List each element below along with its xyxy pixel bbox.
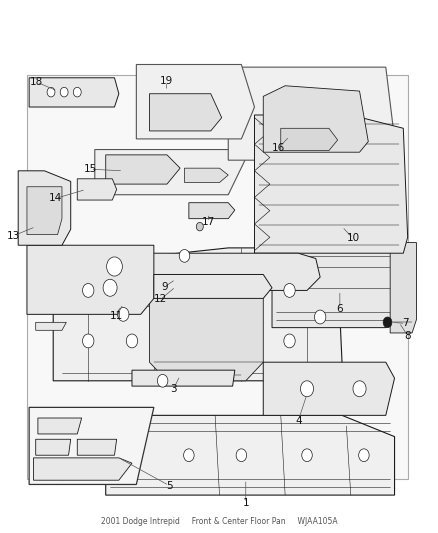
Polygon shape — [184, 168, 228, 182]
Text: 8: 8 — [403, 330, 410, 341]
Circle shape — [103, 279, 117, 296]
Polygon shape — [136, 64, 254, 139]
Polygon shape — [38, 418, 81, 434]
Text: 9: 9 — [161, 282, 168, 292]
Polygon shape — [18, 171, 71, 245]
Polygon shape — [188, 203, 234, 219]
Circle shape — [300, 381, 313, 397]
Polygon shape — [149, 94, 221, 131]
Text: 19: 19 — [159, 77, 172, 86]
Text: 3: 3 — [170, 384, 177, 394]
Circle shape — [82, 284, 94, 297]
Circle shape — [60, 87, 68, 97]
Polygon shape — [77, 439, 117, 455]
Polygon shape — [27, 245, 153, 314]
Circle shape — [352, 381, 365, 397]
Polygon shape — [27, 187, 62, 235]
Polygon shape — [106, 155, 180, 184]
Polygon shape — [263, 86, 367, 152]
Circle shape — [47, 87, 55, 97]
Circle shape — [283, 284, 294, 297]
Polygon shape — [77, 179, 117, 200]
Circle shape — [196, 222, 203, 231]
Circle shape — [236, 449, 246, 462]
Circle shape — [117, 308, 129, 321]
Circle shape — [183, 449, 194, 462]
Polygon shape — [33, 458, 132, 480]
Text: 13: 13 — [7, 231, 21, 241]
Circle shape — [82, 334, 94, 348]
Polygon shape — [53, 253, 319, 290]
Text: 12: 12 — [153, 294, 167, 304]
Circle shape — [301, 449, 311, 462]
Text: 11: 11 — [110, 311, 123, 321]
Polygon shape — [132, 370, 234, 386]
Polygon shape — [27, 75, 407, 479]
Text: 14: 14 — [49, 193, 62, 204]
Polygon shape — [106, 415, 394, 495]
Polygon shape — [29, 78, 119, 107]
Polygon shape — [280, 128, 337, 151]
Circle shape — [382, 317, 391, 328]
Text: 15: 15 — [84, 164, 97, 174]
Circle shape — [73, 87, 81, 97]
Polygon shape — [35, 439, 71, 455]
Polygon shape — [29, 407, 153, 484]
Polygon shape — [389, 243, 416, 333]
Circle shape — [314, 310, 325, 324]
Circle shape — [283, 334, 294, 348]
Polygon shape — [254, 115, 407, 253]
Polygon shape — [228, 67, 394, 160]
Circle shape — [179, 249, 189, 262]
Polygon shape — [272, 248, 394, 328]
Text: 2001 Dodge Intrepid     Front & Center Floor Pan     WJAA105A: 2001 Dodge Intrepid Front & Center Floor… — [101, 517, 337, 526]
Circle shape — [157, 374, 167, 387]
Polygon shape — [263, 362, 394, 415]
Polygon shape — [53, 248, 341, 381]
Polygon shape — [35, 322, 66, 330]
Text: 18: 18 — [30, 77, 43, 87]
Text: 17: 17 — [201, 217, 215, 228]
Polygon shape — [153, 274, 272, 298]
Text: 1: 1 — [242, 498, 248, 508]
Circle shape — [106, 257, 122, 276]
Text: 10: 10 — [346, 233, 359, 244]
Circle shape — [358, 449, 368, 462]
Text: 7: 7 — [401, 318, 408, 328]
Text: 6: 6 — [336, 304, 343, 314]
Polygon shape — [95, 150, 250, 195]
Text: 16: 16 — [271, 143, 285, 153]
Text: 5: 5 — [166, 481, 172, 490]
Polygon shape — [149, 277, 263, 381]
Circle shape — [126, 334, 138, 348]
Text: 4: 4 — [294, 416, 301, 426]
